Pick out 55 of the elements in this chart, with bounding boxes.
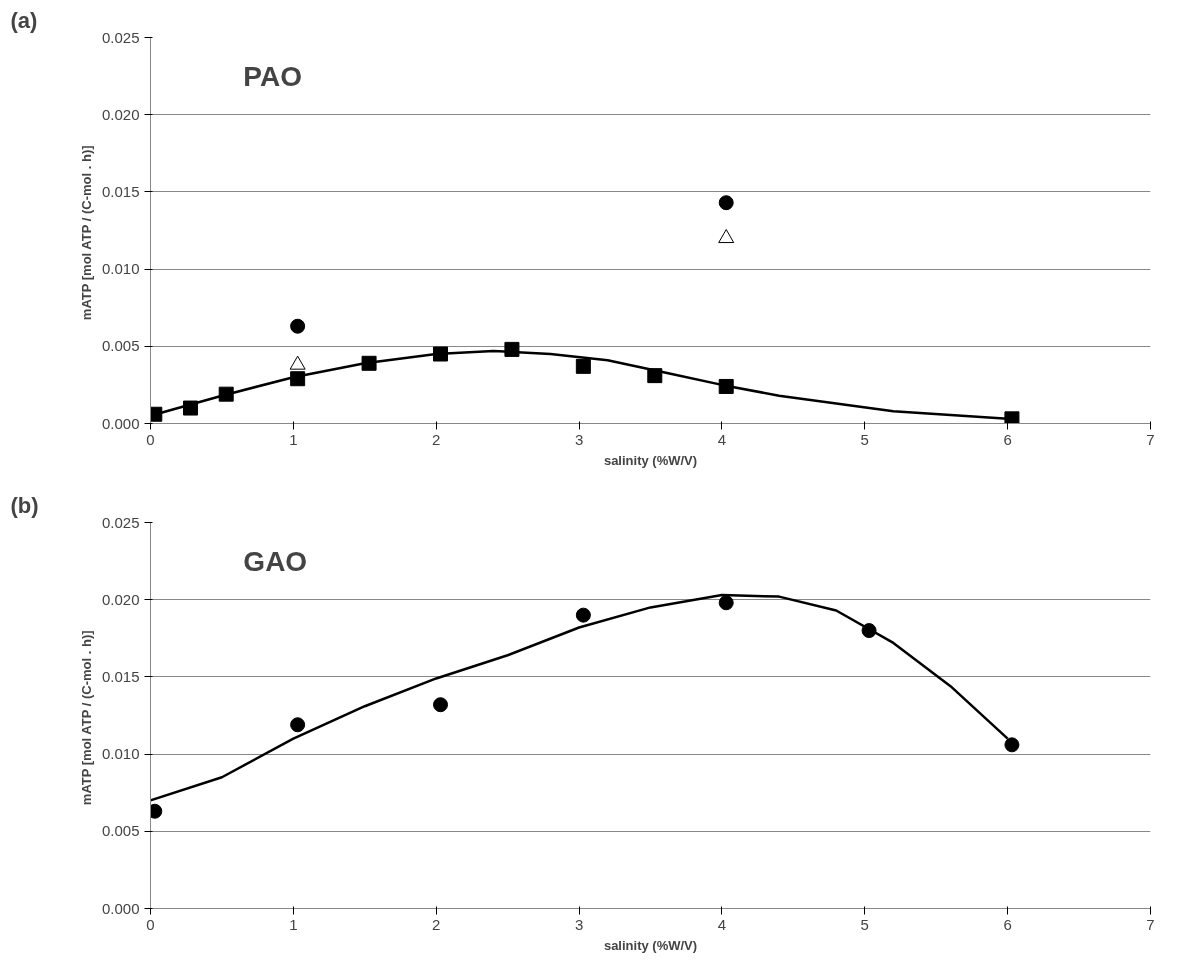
- x-tick-label: 6: [1003, 430, 1012, 448]
- y-tick-label: 0.000: [101, 899, 140, 917]
- x-tick-label: 5: [860, 430, 869, 448]
- x-tick-label: 3: [574, 430, 584, 448]
- y-axis-title: mATP [mol ATP / (C-mol . h)]: [78, 630, 94, 806]
- annotation: PAO: [243, 60, 302, 92]
- y-tick-label: 0.020: [101, 590, 140, 608]
- point: [504, 341, 520, 357]
- x-tick-label: 7: [1146, 430, 1155, 448]
- point: [1004, 737, 1020, 753]
- text: (a): [10, 7, 38, 33]
- point: [861, 623, 877, 639]
- point: [218, 386, 234, 402]
- x-tick-label: 5: [860, 915, 869, 933]
- y-tick-label: 0.005: [101, 822, 140, 840]
- x-tick-label: 0: [146, 430, 155, 448]
- x-tick-label: 2: [432, 915, 441, 933]
- point: [718, 229, 735, 244]
- point: [433, 346, 448, 362]
- y-tick-label: 0.005: [101, 337, 140, 355]
- point: [1004, 411, 1020, 424]
- x-tick-label: 2: [432, 430, 441, 448]
- point: [575, 607, 591, 623]
- point: [433, 697, 448, 713]
- y-tick-label: 0.000: [101, 414, 140, 432]
- x-tick-label: 1: [289, 430, 298, 448]
- y-tick-label: 0.025: [101, 28, 140, 46]
- point: [183, 400, 198, 416]
- y-tick-label: 0.020: [101, 105, 140, 123]
- x-tick-label: 0: [146, 915, 155, 933]
- x-tick-label: 7: [1146, 915, 1155, 933]
- point: [647, 368, 663, 384]
- point: [575, 358, 591, 374]
- point: [290, 318, 306, 334]
- y-tick-label: 0.010: [101, 260, 140, 278]
- x-tick-label: 4: [717, 915, 727, 933]
- y-tick-label: 0.010: [101, 745, 140, 763]
- point: [290, 371, 306, 387]
- x-tick-label: 1: [289, 915, 298, 933]
- x-axis-title: salinity (%W/V): [603, 937, 698, 953]
- point: [718, 378, 734, 394]
- x-tick-label: 6: [1003, 915, 1012, 933]
- point: [718, 195, 734, 211]
- x-tick-label: 3: [574, 915, 584, 933]
- point: [290, 717, 306, 733]
- point: [361, 355, 377, 371]
- point: [718, 595, 734, 611]
- y-tick-label: 0.025: [101, 513, 140, 531]
- x-axis-title: salinity (%W/V): [603, 452, 698, 468]
- y-axis-title: mATP [mol ATP / (C-mol . h)]: [78, 145, 94, 321]
- y-tick-label: 0.015: [101, 667, 140, 685]
- x-tick-label: 4: [717, 430, 727, 448]
- y-tick-label: 0.015: [101, 182, 140, 200]
- annotation: GAO: [243, 545, 308, 577]
- text: (b): [10, 492, 39, 518]
